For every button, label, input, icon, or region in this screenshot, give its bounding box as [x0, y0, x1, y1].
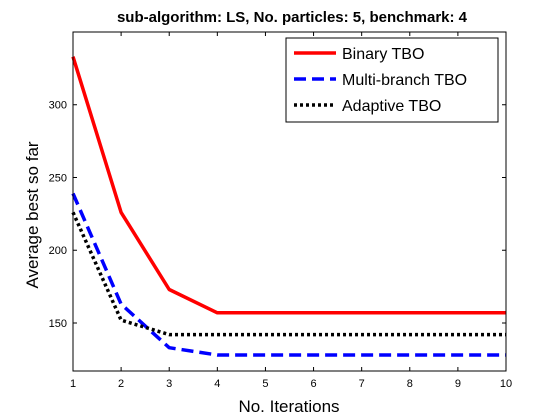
- x-tick-label: 3: [166, 378, 172, 390]
- y-tick-label: 250: [49, 172, 67, 184]
- y-tick-label: 200: [49, 245, 67, 257]
- ticks-layer: 1 2 3 4 5 6 7 8 9 10 150 200 250 300: [49, 32, 512, 390]
- x-tick-label: 10: [500, 378, 512, 390]
- legend-label-0: Binary TBO: [342, 46, 424, 63]
- series-line-2: [71, 211, 506, 337]
- x-tick-label: 5: [262, 378, 268, 390]
- y-tick-label: 150: [49, 318, 67, 330]
- legend: Binary TBO Multi-branch TBO Adaptive TBO: [285, 37, 499, 123]
- x-tick-label: 8: [407, 378, 413, 390]
- x-tick-label: 1: [70, 378, 76, 390]
- chart-title: sub-algorithm: LS, No. particles: 5, ben…: [117, 9, 468, 26]
- series-line-1: [71, 192, 506, 357]
- x-tick-label: 4: [214, 378, 220, 390]
- legend-label-1: Multi-branch TBO: [342, 72, 467, 89]
- y-axis-label: Average best so far: [23, 141, 42, 288]
- x-tick-label: 7: [359, 378, 365, 390]
- series-layer: [71, 56, 506, 357]
- plot-frame: [72, 31, 507, 372]
- y-tick-label: 300: [49, 100, 67, 112]
- legend-label-2: Adaptive TBO: [342, 98, 441, 115]
- series-line-0: [71, 56, 506, 315]
- x-tick-label: 6: [310, 378, 316, 390]
- x-tick-label: 2: [118, 378, 124, 390]
- x-tick-label: 9: [455, 378, 461, 390]
- x-axis-label: No. Iterations: [238, 397, 339, 416]
